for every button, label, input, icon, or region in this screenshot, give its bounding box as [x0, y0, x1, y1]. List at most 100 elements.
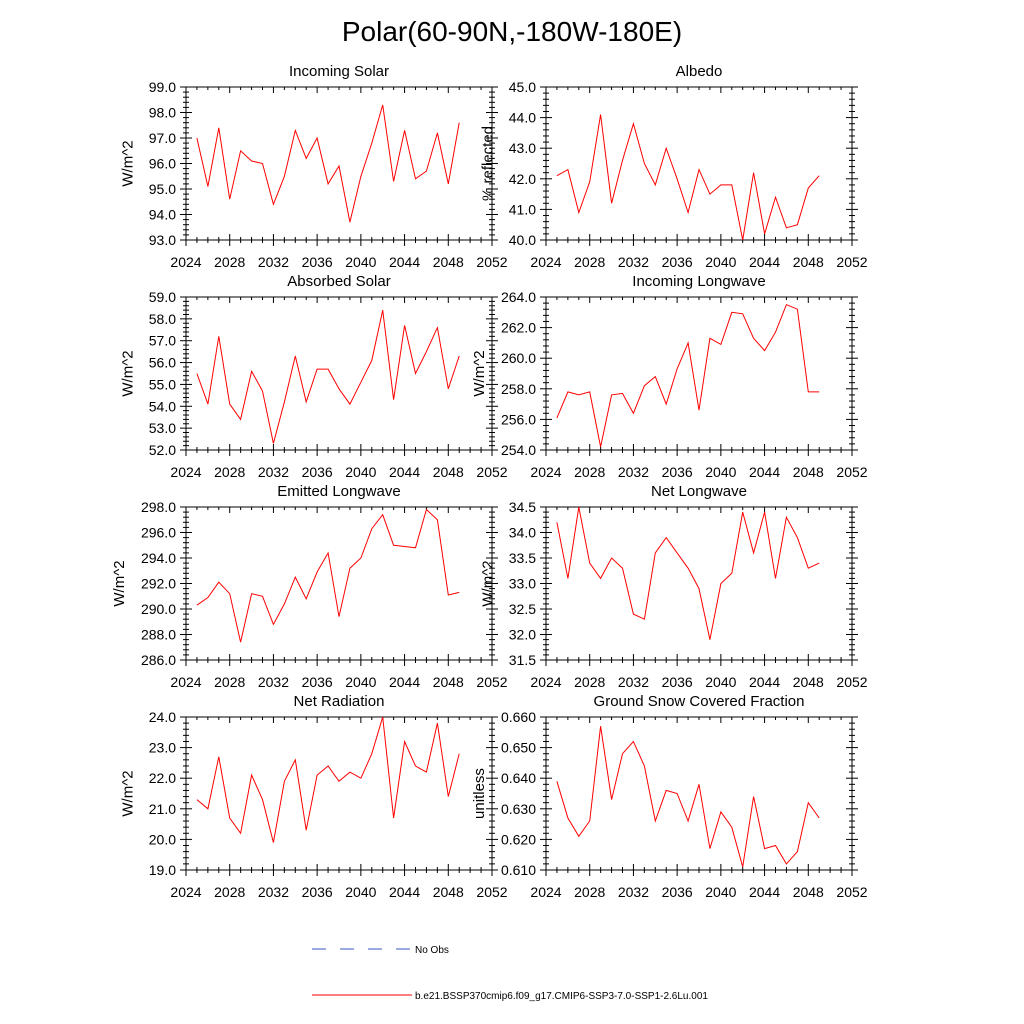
emitted-longwave-ytick-label: 292.0: [141, 576, 176, 592]
incoming-longwave-series-line: [556, 303, 820, 448]
net-radiation-xtick-label: 2044: [389, 884, 420, 900]
albedo-ytick-label: 42.0: [509, 171, 536, 187]
ground-snow-covered-fraction-ytick-label: 0.610: [501, 862, 536, 878]
net-longwave-ytick-label: 33.5: [509, 550, 536, 566]
incoming-solar-frame: [185, 86, 493, 241]
incoming-longwave-xtick-label: 2040: [705, 464, 736, 480]
ground-snow-covered-fraction-series-line: [556, 726, 820, 868]
absorbed-solar-ytick-label: 56.0: [149, 355, 176, 371]
incoming-solar-xtick-label: 2028: [214, 254, 245, 270]
net-longwave-frame: [545, 506, 853, 661]
incoming-longwave-ytick-label: 264.0: [501, 289, 536, 305]
incoming-solar-ytick-label: 96.0: [149, 156, 176, 172]
incoming-longwave-ylabel: W/m^2: [471, 350, 488, 396]
net-radiation-ytick-label: 24.0: [149, 709, 176, 725]
net-longwave-xtick-label: 2048: [793, 674, 824, 690]
incoming-longwave-title: Incoming Longwave: [632, 273, 765, 290]
emitted-longwave-title: Emitted Longwave: [277, 483, 400, 500]
panel-incoming-longwave: 2024 2028 2032 2036 2040 2044 2048 2052 254.0 256…: [471, 273, 868, 480]
legend: No Obs b.e21.BSSP370cmip6.f09_g17.CMIP6-…: [312, 945, 708, 1002]
incoming-solar-ytick-label: 93.0: [149, 232, 176, 248]
emitted-longwave-ytick-label: 288.0: [141, 627, 176, 643]
incoming-solar-ytick-label: 98.0: [149, 105, 176, 121]
incoming-longwave-ytick-label: 258.0: [501, 381, 536, 397]
panel-absorbed-solar: 2024 2028 2032 2036 2040 2044 2048 2052 52.0 53.0…: [119, 273, 507, 480]
albedo-xtick-label: 2040: [705, 254, 736, 270]
absorbed-solar-title: Absorbed Solar: [287, 273, 390, 290]
incoming-longwave-xtick-label: 2036: [662, 464, 693, 480]
emitted-longwave-xtick-label: 2024: [170, 674, 201, 690]
incoming-solar-xtick-label: 2024: [170, 254, 201, 270]
absorbed-solar-xtick-label: 2044: [389, 464, 420, 480]
incoming-longwave-ytick-label: 262.0: [501, 320, 536, 336]
emitted-longwave-series-line: [196, 508, 460, 643]
ground-snow-covered-fraction-xtick-label: 2052: [836, 884, 867, 900]
panel-incoming-solar: 2024 2028 2032 2036 2040 2044 2048 2052 93.0 94.0…: [119, 63, 507, 270]
net-radiation-xtick-label: 2032: [258, 884, 289, 900]
incoming-longwave-xtick-label: 2032: [618, 464, 649, 480]
net-longwave-ytick-label: 32.5: [509, 601, 536, 617]
incoming-longwave-xtick-label: 2052: [836, 464, 867, 480]
incoming-solar-xtick-label: 2052: [476, 254, 507, 270]
panel-albedo: 2024 2028 2032 2036 2040 2044 2048 205240.041.0…: [479, 63, 867, 270]
emitted-longwave-ylabel: W/m^2: [111, 560, 128, 606]
emitted-longwave-ytick-label: 294.0: [141, 550, 176, 566]
incoming-solar-xtick-label: 2036: [302, 254, 333, 270]
net-longwave-ytick-label: 34.5: [509, 499, 536, 515]
albedo-ytick-label: 40.0: [509, 232, 536, 248]
net-radiation-ytick-label: 23.0: [149, 740, 176, 756]
absorbed-solar-ytick-label: 58.0: [149, 311, 176, 327]
panel-net-longwave: 2024 2028 2032 2036 2040 2044 2048 205231.532.0…: [479, 483, 867, 690]
albedo-frame: [545, 86, 853, 241]
albedo-ytick-label: 44.0: [509, 110, 536, 126]
net-longwave-xtick-label: 2044: [749, 674, 780, 690]
net-radiation-frame: [185, 716, 493, 871]
net-radiation-title: Net Radiation: [294, 693, 385, 710]
absorbed-solar-xtick-label: 2048: [433, 464, 464, 480]
incoming-longwave-xtick-label: 2024: [530, 464, 561, 480]
net-radiation-ylabel: W/m^2: [119, 770, 136, 816]
incoming-longwave-xtick-label: 2044: [749, 464, 780, 480]
ground-snow-covered-fraction-frame: [545, 716, 853, 871]
emitted-longwave-xtick-label: 2036: [302, 674, 333, 690]
net-longwave-ytick-label: 31.5: [509, 652, 536, 668]
emitted-longwave-ytick-label: 296.0: [141, 525, 176, 541]
net-longwave-xtick-label: 2032: [618, 674, 649, 690]
albedo-xtick-label: 2036: [662, 254, 693, 270]
net-radiation-xtick-label: 2048: [433, 884, 464, 900]
emitted-longwave-ytick-label: 286.0: [141, 652, 176, 668]
incoming-solar-ytick-label: 94.0: [149, 207, 176, 223]
net-radiation-xtick-label: 2052: [476, 884, 507, 900]
ground-snow-covered-fraction-ytick-label: 0.630: [501, 801, 536, 817]
incoming-longwave-xtick-label: 2028: [574, 464, 605, 480]
albedo-xtick-label: 2024: [530, 254, 561, 270]
ground-snow-covered-fraction-xtick-label: 2032: [618, 884, 649, 900]
albedo-xtick-label: 2028: [574, 254, 605, 270]
ground-snow-covered-fraction-ytick-label: 0.640: [501, 770, 536, 786]
emitted-longwave-frame: [185, 506, 493, 661]
net-longwave-xtick-label: 2040: [705, 674, 736, 690]
panel-emitted-longwave: 2024 2028 2032 2036 2040 2044 2048 2052 286.0 288…: [111, 483, 508, 690]
absorbed-solar-frame: [185, 296, 493, 451]
absorbed-solar-ytick-label: 57.0: [149, 333, 176, 349]
absorbed-solar-ytick-label: 59.0: [149, 289, 176, 305]
incoming-solar-series-line: [196, 104, 460, 223]
emitted-longwave-xtick-label: 2028: [214, 674, 245, 690]
absorbed-solar-ytick-label: 53.0: [149, 420, 176, 436]
emitted-longwave-xtick-label: 2052: [476, 674, 507, 690]
panel-ground-snow-covered-fraction: 2024 2028 2032 2036 2040 2044 2048 2052 0.610 0.6…: [471, 693, 868, 900]
figure-title: Polar(60-90N,-180W-180E): [342, 16, 682, 47]
absorbed-solar-xtick-label: 2032: [258, 464, 289, 480]
net-radiation-ytick-label: 21.0: [149, 801, 176, 817]
absorbed-solar-xtick-label: 2024: [170, 464, 201, 480]
albedo-xtick-label: 2044: [749, 254, 780, 270]
absorbed-solar-ytick-label: 52.0: [149, 442, 176, 458]
absorbed-solar-series-line: [196, 309, 460, 444]
incoming-solar-xtick-label: 2032: [258, 254, 289, 270]
ground-snow-covered-fraction-xtick-label: 2044: [749, 884, 780, 900]
absorbed-solar-xtick-label: 2040: [345, 464, 376, 480]
ground-snow-covered-fraction-xtick-label: 2040: [705, 884, 736, 900]
incoming-solar-xtick-label: 2048: [433, 254, 464, 270]
emitted-longwave-xtick-label: 2044: [389, 674, 420, 690]
legend-obs-label: No Obs: [415, 945, 449, 956]
